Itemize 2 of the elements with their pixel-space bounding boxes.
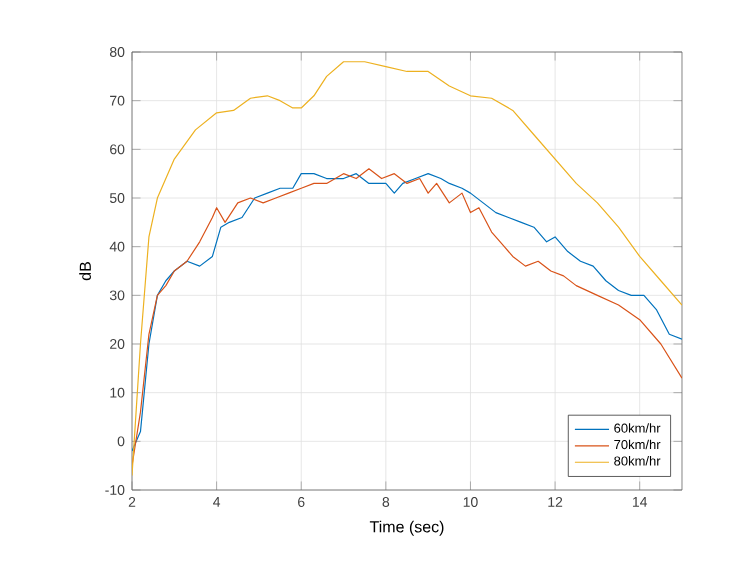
y-axis-title: dB xyxy=(79,262,91,281)
x-axis-title: Time (sec) xyxy=(369,520,444,536)
